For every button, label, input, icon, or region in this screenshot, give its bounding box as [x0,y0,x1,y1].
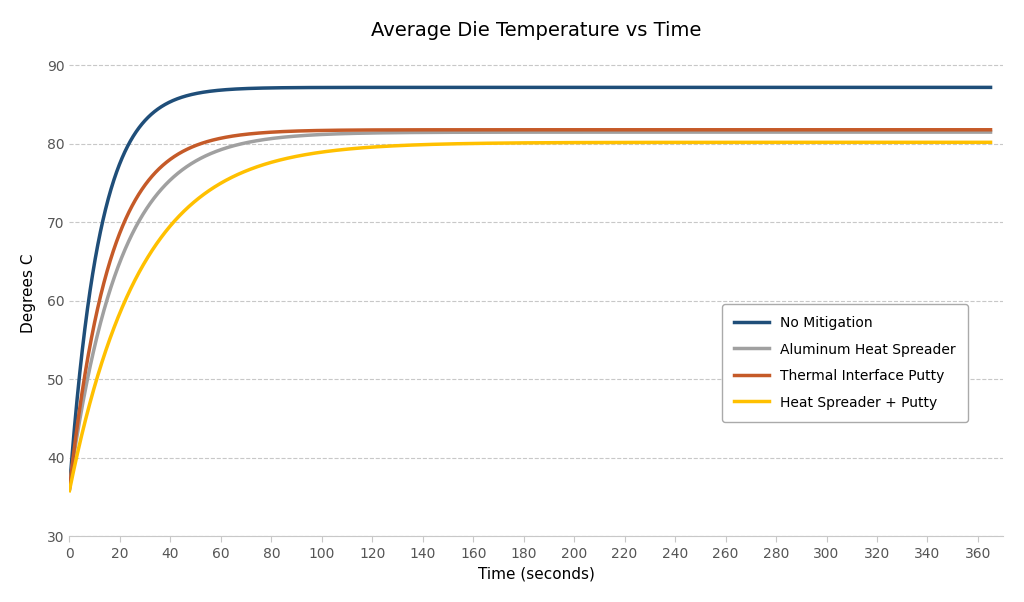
Aluminum Heat Spreader [63,482,76,489]
Y-axis label: Degrees C: Degrees C [20,253,36,333]
Heat Spreader + Putty [820,138,833,146]
No Mitigation [820,84,833,91]
Title: Average Die Temperature vs Time: Average Die Temperature vs Time [371,21,701,40]
No Mitigation [415,84,427,91]
Heat Spreader + Putty [615,139,628,146]
Heat Spreader + Putty [230,172,243,179]
Heat Spreader + Putty [415,141,427,148]
Heat Spreader + Putty [984,138,996,146]
Line: Aluminum Heat Spreader: Aluminum Heat Spreader [70,132,990,485]
Aluminum Heat Spreader [415,129,427,136]
Aluminum Heat Spreader [230,141,243,149]
Legend: No Mitigation, Aluminum Heat Spreader, Thermal Interface Putty, Heat Spreader + : No Mitigation, Aluminum Heat Spreader, T… [722,304,969,422]
Aluminum Heat Spreader [663,128,675,135]
Thermal Interface Putty [820,126,833,134]
Aluminum Heat Spreader [820,128,833,135]
Aluminum Heat Spreader [751,128,763,135]
Line: Heat Spreader + Putty: Heat Spreader + Putty [70,142,990,491]
Thermal Interface Putty [415,126,427,134]
No Mitigation [751,84,763,91]
X-axis label: Time (seconds): Time (seconds) [478,566,595,581]
Thermal Interface Putty [663,126,675,134]
Heat Spreader + Putty [63,487,76,494]
No Mitigation [615,84,628,91]
Aluminum Heat Spreader [984,128,996,135]
Heat Spreader + Putty [751,138,763,146]
Aluminum Heat Spreader [615,128,628,135]
Thermal Interface Putty [615,126,628,134]
No Mitigation [984,84,996,91]
No Mitigation [63,485,76,492]
Thermal Interface Putty [984,126,996,134]
Thermal Interface Putty [63,485,76,492]
Line: Thermal Interface Putty: Thermal Interface Putty [70,130,990,489]
No Mitigation [230,85,243,93]
Thermal Interface Putty [751,126,763,134]
Line: No Mitigation: No Mitigation [70,87,990,489]
Heat Spreader + Putty [663,139,675,146]
No Mitigation [663,84,675,91]
Thermal Interface Putty [230,132,243,139]
